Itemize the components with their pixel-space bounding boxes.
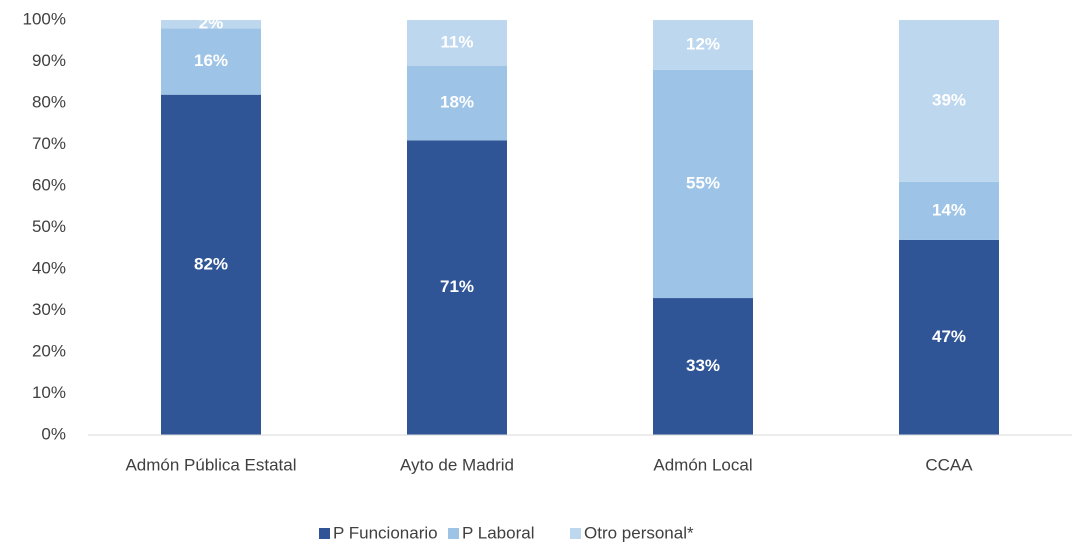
legend-label: P Laboral (462, 523, 534, 542)
bar-segment (653, 69, 753, 299)
legend-swatch (448, 528, 459, 539)
legend-label: Otro personal* (584, 523, 694, 542)
y-tick-label: 20% (32, 341, 66, 360)
y-tick-label: 0% (41, 424, 66, 443)
y-tick-label: 30% (32, 300, 66, 319)
legend-label: P Funcionario (333, 523, 438, 542)
data-label: 2% (199, 14, 224, 33)
y-tick-label: 40% (32, 258, 66, 277)
x-tick-label: Admón Local (653, 455, 752, 474)
y-tick-label: 80% (32, 92, 66, 111)
data-label: 47% (932, 327, 966, 346)
bar-segment (407, 65, 507, 141)
y-tick-label: 70% (32, 134, 66, 153)
data-label: 55% (686, 173, 720, 192)
y-tick-label: 90% (32, 51, 66, 70)
y-tick-label: 100% (23, 9, 66, 28)
y-tick-label: 60% (32, 175, 66, 194)
data-label: 82% (194, 254, 228, 273)
bar-segment (161, 20, 261, 29)
bar-segment (161, 94, 261, 435)
data-label: 12% (686, 34, 720, 53)
data-label: 39% (932, 90, 966, 109)
bar-segment (899, 181, 999, 240)
bar-segment (899, 239, 999, 435)
bar-segment (653, 298, 753, 435)
legend-swatch (570, 528, 581, 539)
data-label: 14% (932, 200, 966, 219)
x-tick-label: Admón Pública Estatal (125, 455, 296, 474)
data-label: 33% (686, 356, 720, 375)
data-label: 71% (440, 277, 474, 296)
bar-segment (161, 28, 261, 95)
x-tick-label: CCAA (925, 455, 973, 474)
bar-segment (899, 20, 999, 182)
data-label: 11% (440, 32, 473, 51)
bar-segment (407, 20, 507, 66)
legend-swatch (319, 528, 330, 539)
bar-segment (407, 140, 507, 435)
data-label: 16% (194, 51, 228, 70)
data-label: 18% (440, 92, 474, 111)
x-tick-label: Ayto de Madrid (400, 455, 514, 474)
y-tick-label: 50% (32, 217, 66, 236)
bar-segment (653, 20, 753, 70)
y-tick-label: 10% (32, 383, 66, 402)
